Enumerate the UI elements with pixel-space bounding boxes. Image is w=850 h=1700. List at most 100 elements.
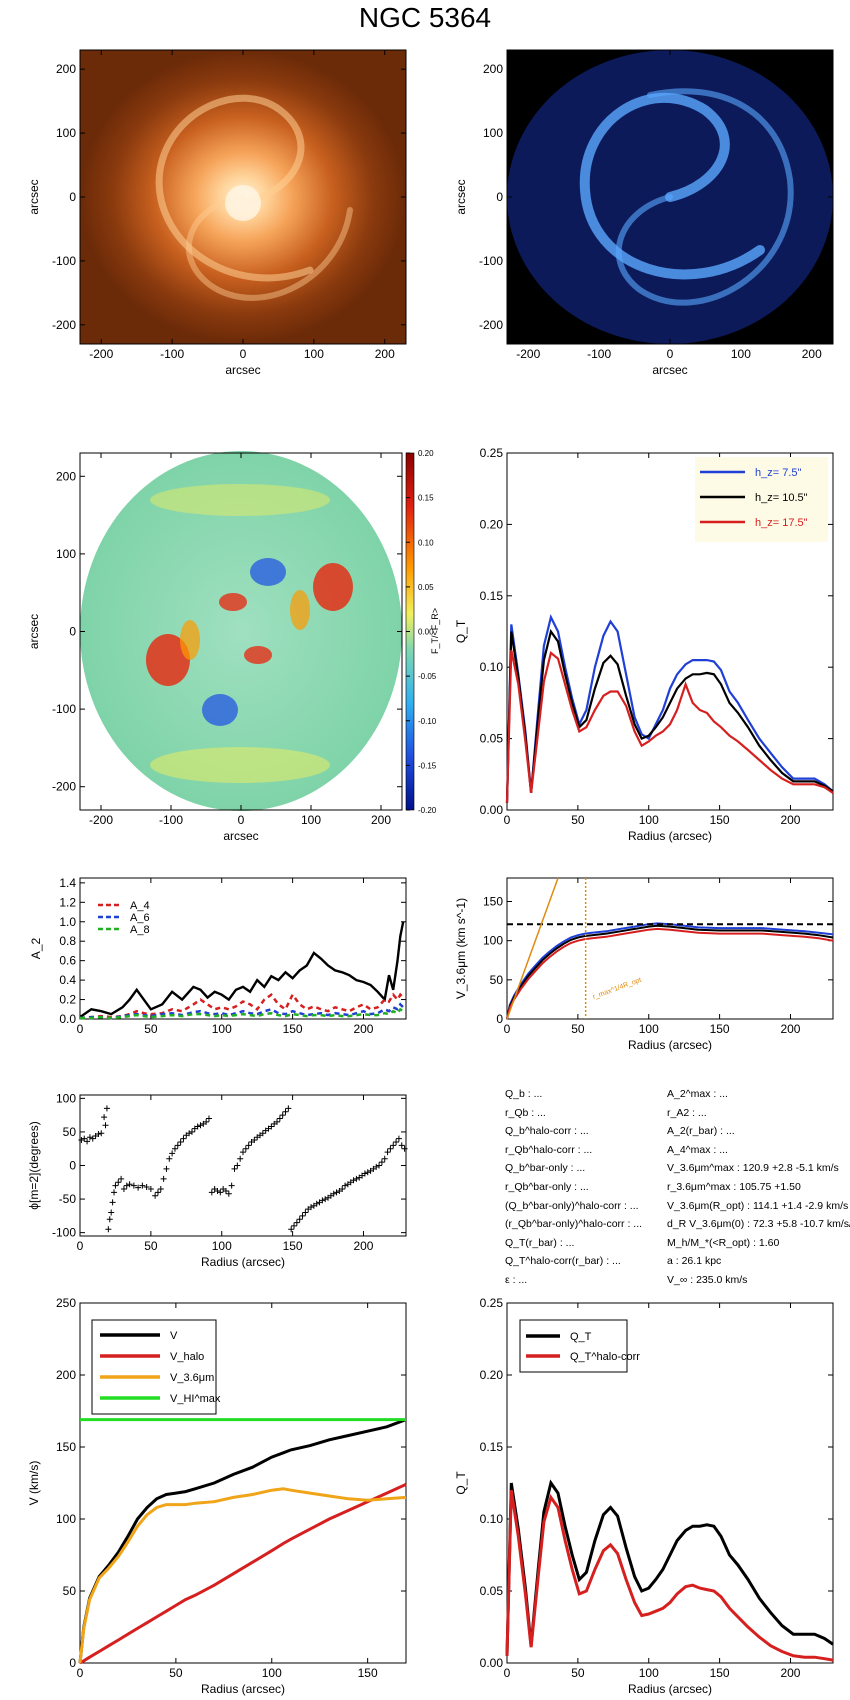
phase-point: [299, 1212, 306, 1219]
qt-halo-series-line: [505, 1479, 834, 1656]
y-tick-label: 0.2: [59, 993, 76, 1007]
phase-point: [378, 1159, 385, 1166]
qt-legend: h_z= 7.5" h_z= 10.5" h_z= 17.5": [695, 457, 828, 542]
colorbar-tick-label: -0.15: [418, 761, 437, 770]
rmax-label: r_max^1/4R_opt: [592, 977, 643, 1001]
phase-point: [282, 1108, 289, 1115]
y-tick-label: 0.10: [480, 660, 504, 674]
charts-layer: -200 -100 0 100 200-200-1000100200arcsecarcs…: [27, 49, 834, 1696]
optical-image-axes: -200 -100 0 100 200 -200 -100 0 100 200 arcsec arcs…: [27, 49, 407, 377]
y-tick-label: 0.25: [480, 446, 504, 460]
phase-point: [180, 1135, 187, 1142]
phase-point: [322, 1196, 329, 1203]
phase-point: [81, 1135, 88, 1142]
y-tick-label: 0.0: [59, 1012, 76, 1026]
phase-point: [398, 1142, 405, 1149]
phase-point: [381, 1155, 388, 1162]
param-v-inf: V_∞ : 235.0 km/s: [667, 1273, 748, 1286]
phase-point: [291, 1222, 298, 1229]
y-tick-label: 100: [56, 126, 76, 140]
legend-label: V: [170, 1330, 178, 1342]
plot-frame: [506, 452, 834, 811]
phase-point: [111, 1189, 118, 1196]
param-r-a2: r_A2 : ...: [667, 1106, 707, 1119]
param-r-qb-bar-only-halo-corr: (r_Qb^bar-only)^halo-corr : ...: [505, 1218, 643, 1231]
qt-halo-series-line: [505, 1489, 834, 1662]
phase-point: [214, 1188, 221, 1195]
x-tick-label: 100: [262, 1666, 282, 1680]
phase-point: [154, 1189, 161, 1196]
y-tick-label: 0.20: [480, 517, 504, 531]
phase-point: [222, 1188, 229, 1195]
rotation-curve-axes: 0 50 100 150 200 0 50 100 150 r_max^1/4R_opt Radiu…: [454, 877, 834, 1052]
x-tick-label: 200: [802, 347, 822, 361]
phase-point: [163, 1165, 170, 1172]
x-axis-label: Radius (arcsec): [628, 1038, 712, 1052]
plot-frame: [79, 1302, 407, 1664]
model-rotation-axes: 0 50 100 150 0 50 100 150 200 250 Radius (arcsec) V…: [27, 1296, 407, 1696]
y-axis-label: Q_T: [454, 1471, 468, 1495]
y-tick-label: 200: [56, 62, 76, 76]
phase-point: [160, 1175, 167, 1182]
inner-slope-line: [506, 877, 559, 1020]
optical-nucleus: [225, 185, 261, 221]
param-a2-max: A_2^max : ...: [667, 1088, 728, 1100]
phase-point: [245, 1142, 252, 1149]
force-ratio-disk: [80, 451, 402, 811]
phase-point: [102, 1122, 109, 1129]
qt-halo-axes: 0 50 100 150 200 0.00 0.05 0.10 0.15 0.20 0.25 Radi…: [454, 1296, 834, 1696]
y-tick-label: 0.10: [480, 1512, 504, 1526]
fourier-amplitudes-axes: 0 50 100 150 200 0.0 0.2 0.4 0.6 0.8 1.0 1.2 1.4 A_2 A…: [29, 876, 407, 1036]
y-tick-label: 0: [69, 1656, 76, 1670]
y-tick-label: 0.05: [480, 732, 504, 746]
phase-point: [166, 1155, 173, 1162]
amplitude-series-line: [79, 921, 405, 1019]
phase-point: [109, 1199, 116, 1206]
phase-point: [86, 1134, 93, 1141]
param-qt-halo-corr-rbar: Q_T^halo-corr(r_bar) : ...: [505, 1255, 621, 1268]
y-tick-label: 0.25: [480, 1296, 504, 1310]
y-tick-label: 200: [483, 62, 503, 76]
x-axis-label: Radius (arcsec): [628, 1682, 712, 1696]
x-tick-label: 0: [504, 1022, 511, 1036]
force-map-axes: -200 -100 0 100 200 -200 -100 0 100 200 arcsec arcs…: [27, 452, 403, 843]
param-r36-max: r_3.6μm^max : 105.75 +1.50: [667, 1180, 801, 1193]
y-tick-label: 200: [56, 469, 76, 483]
legend-label: Q_T^halo-corr: [570, 1351, 640, 1363]
phase-point: [401, 1145, 408, 1152]
x-tick-label: 50: [144, 1022, 158, 1036]
phase-point: [364, 1169, 371, 1176]
y-tick-label: 0.4: [59, 973, 76, 987]
phase-point: [390, 1142, 397, 1149]
phase-point: [330, 1190, 337, 1197]
x-axis-label: Radius (arcsec): [628, 829, 712, 843]
phase-point: [103, 1105, 110, 1112]
param-v36-ropt: V_3.6μm(R_opt) : 114.1 +1.4 -2.9 km/s: [667, 1199, 849, 1212]
model-series-line: [78, 1487, 407, 1664]
param-a4-max: A_4^max : ...: [667, 1143, 728, 1156]
phase-point: [339, 1186, 346, 1192]
phase-point: [225, 1190, 232, 1197]
legend-label: A_4: [130, 900, 150, 912]
optical-spiral-arm: [185, 194, 353, 301]
phase-point: [123, 1182, 130, 1189]
weak-force-region: [150, 484, 330, 516]
legend-label: h_z= 7.5": [755, 467, 802, 479]
y-tick-label: 1.0: [59, 915, 76, 929]
blue-spiral-arm: [615, 88, 794, 306]
colorbar-tick-label: -0.05: [418, 672, 437, 681]
x-tick-label: 0: [667, 347, 674, 361]
phase-point: [147, 1186, 154, 1192]
y-tick-label: -50: [59, 1192, 77, 1206]
colorbar-tick-label: -0.20: [418, 806, 437, 815]
legend-label: V_HI^max: [170, 1393, 221, 1405]
phase-point: [259, 1130, 266, 1137]
y-tick-label: 200: [56, 1368, 76, 1382]
param-v36-max: V_3.6μm^max : 120.9 +2.8 -5.1 km/s: [667, 1162, 839, 1175]
phase-point: [276, 1115, 283, 1122]
blue-image-axes: -200 -100 0 100 200 -200 -100 0 100 200 arcsec arcs…: [454, 49, 834, 377]
phase-point: [240, 1149, 246, 1156]
x-tick-label: 100: [731, 347, 751, 361]
x-tick-label: -100: [159, 813, 183, 827]
x-tick-label: 100: [212, 1239, 232, 1253]
